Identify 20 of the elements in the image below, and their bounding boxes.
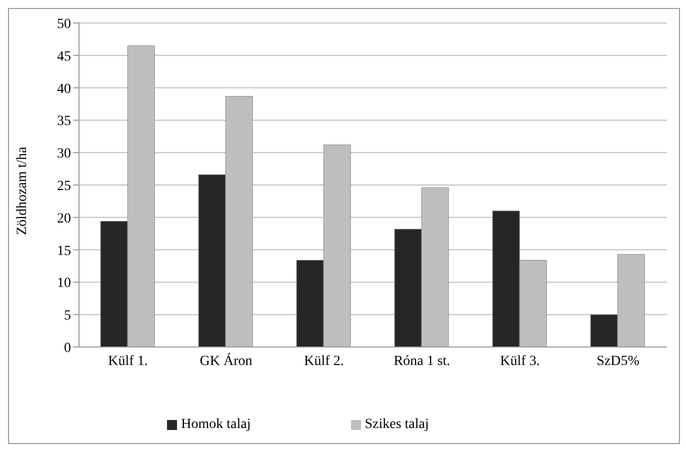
legend-label: Szikes talaj: [364, 417, 429, 432]
y-tick-label: 15: [57, 244, 71, 259]
y-axis-title: Zöldhozam t/ha: [14, 146, 30, 235]
x-tick-label: Külf 1.: [108, 354, 148, 369]
y-tick-label: 50: [57, 16, 71, 32]
x-tick-label: GK Áron: [200, 352, 252, 369]
y-tick-label: 40: [57, 82, 71, 97]
y-tick-label: 45: [57, 49, 71, 64]
x-tick-label: Külf 2.: [304, 354, 344, 369]
y-tick-label: 30: [57, 146, 71, 162]
y-tick-label: 0: [64, 340, 71, 356]
y-tick-label: 25: [57, 178, 71, 194]
y-tick-label: 20: [57, 211, 71, 226]
y-tick-label: 5: [64, 308, 71, 324]
y-tick-label: 10: [57, 276, 71, 292]
y-tick-label: 35: [57, 114, 71, 130]
x-tick-label: SzD5%: [596, 354, 640, 369]
x-tick-label: Külf 3.: [500, 354, 540, 369]
x-tick-label: Róna 1 st.: [394, 354, 450, 369]
legend-label: Homok talaj: [181, 417, 251, 432]
